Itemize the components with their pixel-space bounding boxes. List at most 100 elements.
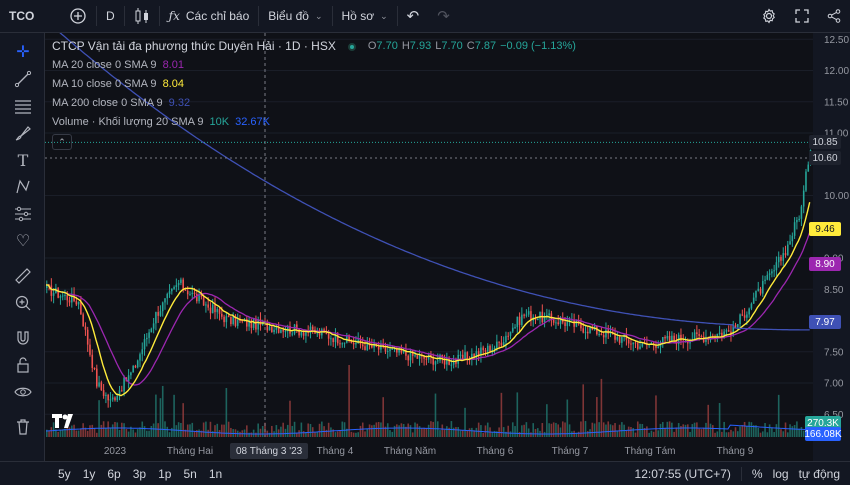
fullscreen-icon[interactable] — [786, 0, 818, 33]
candle-body — [514, 327, 516, 329]
candle-body — [561, 319, 564, 323]
volume-bar — [191, 422, 194, 437]
time-axis[interactable]: 2023 Tháng Hai Tháng 4 Tháng Năm Tháng 6 Thán… — [104, 446, 754, 457]
volume-bar — [500, 392, 503, 437]
volume-bar — [630, 427, 632, 437]
log-scale-toggle[interactable]: log — [772, 466, 789, 481]
timeframe-button[interactable]: 3p — [132, 466, 147, 481]
redo-icon[interactable]: ↷ — [437, 8, 450, 25]
candle-body — [534, 317, 537, 321]
volume-bar — [100, 424, 103, 437]
candle-body — [193, 292, 196, 295]
candle-body — [668, 335, 671, 341]
volume-bar — [648, 432, 650, 437]
volume-bar — [732, 431, 735, 437]
volume-bar — [534, 429, 537, 437]
volume-bar — [398, 425, 400, 437]
timeframe-button[interactable]: 5n — [183, 466, 197, 481]
candle-body — [464, 352, 466, 359]
candle-body — [582, 328, 585, 333]
candle-body — [521, 314, 523, 325]
price-chart[interactable]: 12.5012.0011.5011.0010.009.008.507.507.0… — [45, 33, 850, 461]
trash-icon[interactable] — [12, 416, 34, 438]
zoom-in-icon[interactable] — [12, 292, 34, 314]
horizontal-lines-icon[interactable] — [12, 95, 34, 117]
tradingview-logo[interactable] — [52, 414, 76, 432]
volume-bar — [627, 426, 630, 437]
volume-bar — [680, 426, 682, 437]
candle-body — [559, 319, 562, 325]
candle-body — [752, 297, 755, 304]
candle-body — [257, 319, 259, 330]
collapse-legend-button[interactable]: ⌃ — [52, 134, 72, 150]
candle-body — [471, 353, 473, 361]
ma20-legend[interactable]: MA 20 close 0 SMA 9 8.01 — [52, 56, 576, 75]
candle-body — [411, 350, 414, 356]
percent-scale-toggle[interactable]: % — [751, 466, 763, 481]
lock-icon[interactable] — [12, 354, 34, 376]
volume-bar — [93, 428, 96, 437]
volume-bar — [271, 425, 273, 437]
candle-body — [352, 342, 355, 345]
indicators-button[interactable]: ƒx Các chỉ báo — [160, 0, 259, 33]
clock[interactable]: 12:07:55 (UTC+7) — [634, 466, 731, 481]
price-tick-label: 10.00 — [824, 191, 849, 202]
settings-icon[interactable] — [752, 0, 786, 33]
volume-bar — [471, 427, 473, 437]
layout-menu[interactable]: Hồ sơ ⌄ — [333, 0, 397, 33]
trend-line-icon[interactable] — [12, 68, 34, 90]
candle-body — [86, 329, 89, 345]
add-symbol-icon[interactable] — [60, 0, 96, 33]
undo-icon[interactable]: ↶ — [406, 8, 420, 25]
volume-bar — [196, 430, 198, 437]
pattern-icon[interactable] — [12, 176, 34, 198]
prediction-icon[interactable] — [12, 203, 34, 225]
candle-body — [71, 294, 73, 303]
volume-bar — [207, 429, 209, 437]
volume-sma-line — [45, 424, 810, 435]
volume-legend[interactable]: Volume · Khối lượng 20 SMA 9 10K 32.67K — [52, 113, 576, 132]
volume-bar — [464, 407, 466, 437]
magnet-icon[interactable] — [12, 327, 34, 349]
ma200-legend[interactable]: MA 200 close 0 SMA 9 9.32 — [52, 94, 576, 113]
volume-bar — [114, 422, 116, 437]
volume-bar — [252, 429, 255, 437]
timeframe-button[interactable]: 1y — [82, 466, 96, 481]
share-icon[interactable] — [818, 0, 850, 33]
time-tick-label: 2023 — [104, 446, 127, 457]
candle-body — [771, 271, 773, 274]
auto-scale-toggle[interactable]: tự động — [798, 466, 840, 481]
volume-bar — [393, 425, 396, 437]
volume-bar — [600, 378, 603, 437]
chart-type-menu[interactable]: Biểu đồ ⌄ — [259, 0, 331, 33]
crosshair-icon[interactable]: ✛ — [16, 44, 30, 61]
timeframe-button[interactable]: 6p — [107, 466, 121, 481]
price-axis[interactable]: 12.5012.0011.5011.0010.009.008.507.507.0… — [813, 33, 850, 461]
time-tick-label: Tháng 4 — [317, 446, 354, 457]
volume-bar — [557, 424, 560, 437]
eye-icon[interactable] — [12, 381, 34, 403]
timeframe-button[interactable]: 1n — [208, 466, 223, 481]
volume-bar — [548, 423, 550, 437]
symbol-search-button[interactable]: TCO — [0, 0, 60, 33]
ruler-icon[interactable] — [12, 265, 34, 287]
brush-icon[interactable] — [12, 122, 34, 144]
timeframe-button[interactable]: 1p — [158, 466, 172, 481]
volume-bar — [439, 430, 441, 437]
heart-icon[interactable]: ♡ — [15, 233, 31, 250]
volume-bar — [248, 432, 250, 437]
candles-icon[interactable] — [125, 0, 159, 33]
timeframe-button[interactable]: 5y — [58, 466, 71, 481]
candle-body — [502, 342, 505, 346]
candle-body — [284, 331, 287, 333]
text-tool-icon[interactable]: T — [17, 150, 29, 170]
candle-body — [484, 350, 487, 352]
interval-button[interactable]: D — [97, 0, 124, 33]
candle-body — [332, 338, 334, 343]
volume-bar — [516, 392, 519, 437]
volume-bar — [639, 423, 641, 437]
candle-body — [741, 314, 744, 316]
volume-bar — [107, 421, 109, 437]
ma10-legend[interactable]: MA 10 close 0 SMA 9 8.04 — [52, 75, 576, 94]
candle-body — [64, 295, 66, 297]
